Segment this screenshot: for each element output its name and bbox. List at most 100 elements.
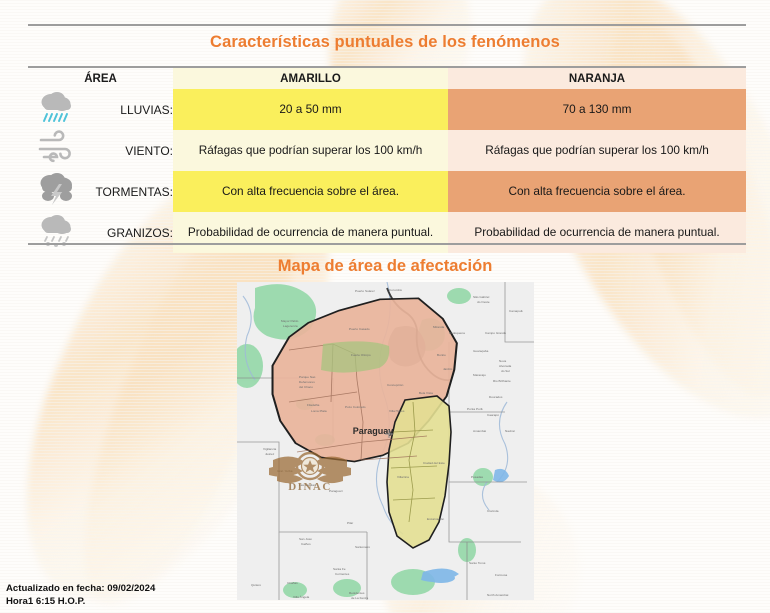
svg-text:Bela Vista: Bela Vista: [419, 391, 433, 395]
affected-area-map[interactable]: Paraguay Puerto Suárez Corumbá São Gabri…: [237, 282, 534, 600]
row-label-viento: VIENTO:: [125, 143, 173, 158]
hail-cloud-icon: [35, 212, 79, 248]
map-center-cross: [385, 430, 393, 438]
svg-text:Corumbá: Corumbá: [389, 288, 402, 292]
svg-text:Formosa: Formosa: [495, 573, 507, 577]
cell-naranja-lluvias: 70 a 130 mm: [448, 89, 746, 130]
hail-cloud-icon-cell: [28, 212, 86, 253]
svg-text:do Sul: do Sul: [501, 369, 510, 373]
wind-icon-cell: [28, 130, 86, 171]
svg-text:Santo Tomé: Santo Tomé: [469, 561, 486, 565]
table-header-row: ÁREA AMARILLO NARANJA: [28, 68, 746, 89]
divider-top: [28, 24, 746, 26]
svg-text:Villarrica: Villarrica: [397, 475, 409, 479]
svg-text:Lagerenza: Lagerenza: [283, 324, 298, 328]
map-country-label: Paraguay: [353, 426, 394, 436]
dinac-watermark-text: DINAC: [288, 481, 332, 493]
table-row: TORMENTAS: Con alta frecuencia sobre el …: [28, 171, 746, 212]
svg-text:Ponta Porã: Ponta Porã: [467, 407, 483, 411]
rain-cloud-icon-cell: [28, 89, 86, 130]
svg-text:Alvorada: Alvorada: [499, 364, 511, 368]
svg-text:São Gabriel: São Gabriel: [473, 295, 490, 299]
svg-text:Vigilancia: Vigilancia: [263, 447, 276, 451]
svg-text:Juárez: Juárez: [265, 452, 275, 456]
footer-time: Hora1 6:15 H.O.P.: [6, 595, 86, 607]
header-amarillo: AMARILLO: [173, 68, 448, 89]
svg-text:Paraguarí: Paraguarí: [329, 489, 343, 493]
header-area: ÁREA: [84, 72, 117, 85]
svg-text:Campo Grande: Campo Grande: [485, 331, 506, 335]
svg-text:North Amambai: North Amambai: [487, 593, 509, 597]
svg-text:Jardim: Jardim: [443, 367, 453, 371]
svg-text:Ciudad del Este: Ciudad del Este: [423, 461, 445, 465]
svg-text:Miranda: Miranda: [433, 325, 444, 329]
table-row: LLUVIAS: 20 a 50 mm 70 a 130 mm: [28, 89, 746, 130]
svg-text:Rio Brilhante: Rio Brilhante: [493, 379, 511, 383]
divider-bottom: [28, 243, 746, 245]
svg-text:Puerto Casado: Puerto Casado: [349, 327, 370, 331]
thunderstorm-cloud-icon: [35, 171, 79, 207]
cell-amarillo-lluvias: 20 a 50 mm: [173, 89, 448, 130]
svg-text:Defensores: Defensores: [299, 380, 315, 384]
map-yellow-alert-area: [386, 395, 452, 549]
footer-meta: Actualizado en fecha: 09/02/2024 Hora1 6…: [6, 583, 155, 609]
svg-text:Chañas: Chañas: [287, 581, 298, 585]
svg-text:Encarnación: Encarnación: [427, 517, 444, 521]
svg-text:Filadelfia: Filadelfia: [307, 403, 320, 407]
svg-text:Camapuã: Camapuã: [509, 309, 523, 313]
footer-updated-date: Actualizado en fecha: 09/02/2024: [6, 583, 156, 594]
svg-text:Santomero: Santomero: [355, 545, 370, 549]
svg-text:Pozo Colorado: Pozo Colorado: [345, 405, 366, 409]
svg-text:Maracaju: Maracaju: [473, 373, 486, 377]
map-vegetation: [237, 284, 493, 598]
map-title: Mapa de área de afectación: [277, 257, 493, 275]
svg-text:Concepción: Concepción: [387, 383, 404, 387]
svg-text:do Oeste: do Oeste: [477, 300, 490, 304]
header-naranja: NARANJA: [448, 68, 746, 89]
svg-text:Nova: Nova: [499, 359, 507, 363]
rain-cloud-icon: [35, 89, 79, 125]
cell-naranja-tormentas: Con alta frecuencia sobre el área.: [448, 171, 746, 212]
svg-text:Residentes: Residentes: [349, 591, 365, 595]
svg-text:Villa Ángela: Villa Ángela: [293, 595, 310, 599]
table-row: GRANIZOS: Probabilidad de ocurrencia de …: [28, 212, 746, 253]
svg-text:Naviraí: Naviraí: [505, 429, 515, 433]
cell-amarillo-tormentas: Con alta frecuencia sobre el área.: [173, 171, 448, 212]
svg-text:Clorinda: Clorinda: [487, 509, 499, 513]
svg-text:Mayor Pablo: Mayor Pablo: [281, 319, 299, 323]
svg-text:Fuerte Olimpo: Fuerte Olimpo: [351, 353, 371, 357]
cell-amarillo-granizos: Probabilidad de ocurrencia de manera pun…: [173, 212, 448, 253]
svg-text:Dourados: Dourados: [489, 395, 503, 399]
svg-text:San José: San José: [299, 537, 312, 541]
cell-naranja-granizos: Probabilidad de ocurrencia de manera pun…: [448, 212, 746, 253]
svg-text:Amambai: Amambai: [473, 429, 486, 433]
row-label-granizos: GRANIZOS:: [106, 225, 173, 240]
wind-icon: [35, 130, 79, 166]
svg-text:Las Lomitas: Las Lomitas: [299, 483, 316, 487]
svg-text:de La Fenza: de La Fenza: [351, 596, 368, 600]
row-label-tormentas: TORMENTAS:: [95, 184, 173, 199]
table-row: VIENTO: Ráfagas que podrían superar los …: [28, 130, 746, 171]
dinac-watermark: DINAC: [269, 451, 351, 493]
cell-amarillo-viento: Ráfagas que podrían superar los 100 km/h: [173, 130, 448, 171]
svg-text:Bodoquena: Bodoquena: [449, 331, 465, 335]
map-park-area: [321, 341, 390, 373]
thunderstorm-cloud-icon-cell: [28, 171, 86, 212]
svg-text:Quitero: Quitero: [251, 583, 261, 587]
svg-text:del Chaco: del Chaco: [299, 385, 313, 389]
cell-naranja-viento: Ráfagas que podrían superar los 100 km/h: [448, 130, 746, 171]
svg-text:Pilar: Pilar: [347, 521, 353, 525]
svg-text:Parque Nac.: Parque Nac.: [299, 375, 316, 379]
svg-text:Loma Plata: Loma Plata: [311, 409, 327, 413]
phenomena-table: ÁREA AMARILLO NARANJA: [28, 68, 746, 253]
svg-text:Bonito: Bonito: [437, 353, 446, 357]
svg-text:Corrientes: Corrientes: [335, 572, 350, 576]
map-canvas: Paraguay Puerto Suárez Corumbá São Gabri…: [237, 282, 534, 600]
row-label-lluvias: LLUVIAS:: [120, 102, 173, 117]
divider-under-title: [28, 66, 746, 68]
svg-text:Villa Hayes: Villa Hayes: [389, 409, 405, 413]
svg-text:Posadas: Posadas: [471, 475, 483, 479]
svg-text:Caarapó: Caarapó: [487, 413, 499, 417]
page-title: Características puntuales de los fenómen…: [210, 33, 560, 51]
